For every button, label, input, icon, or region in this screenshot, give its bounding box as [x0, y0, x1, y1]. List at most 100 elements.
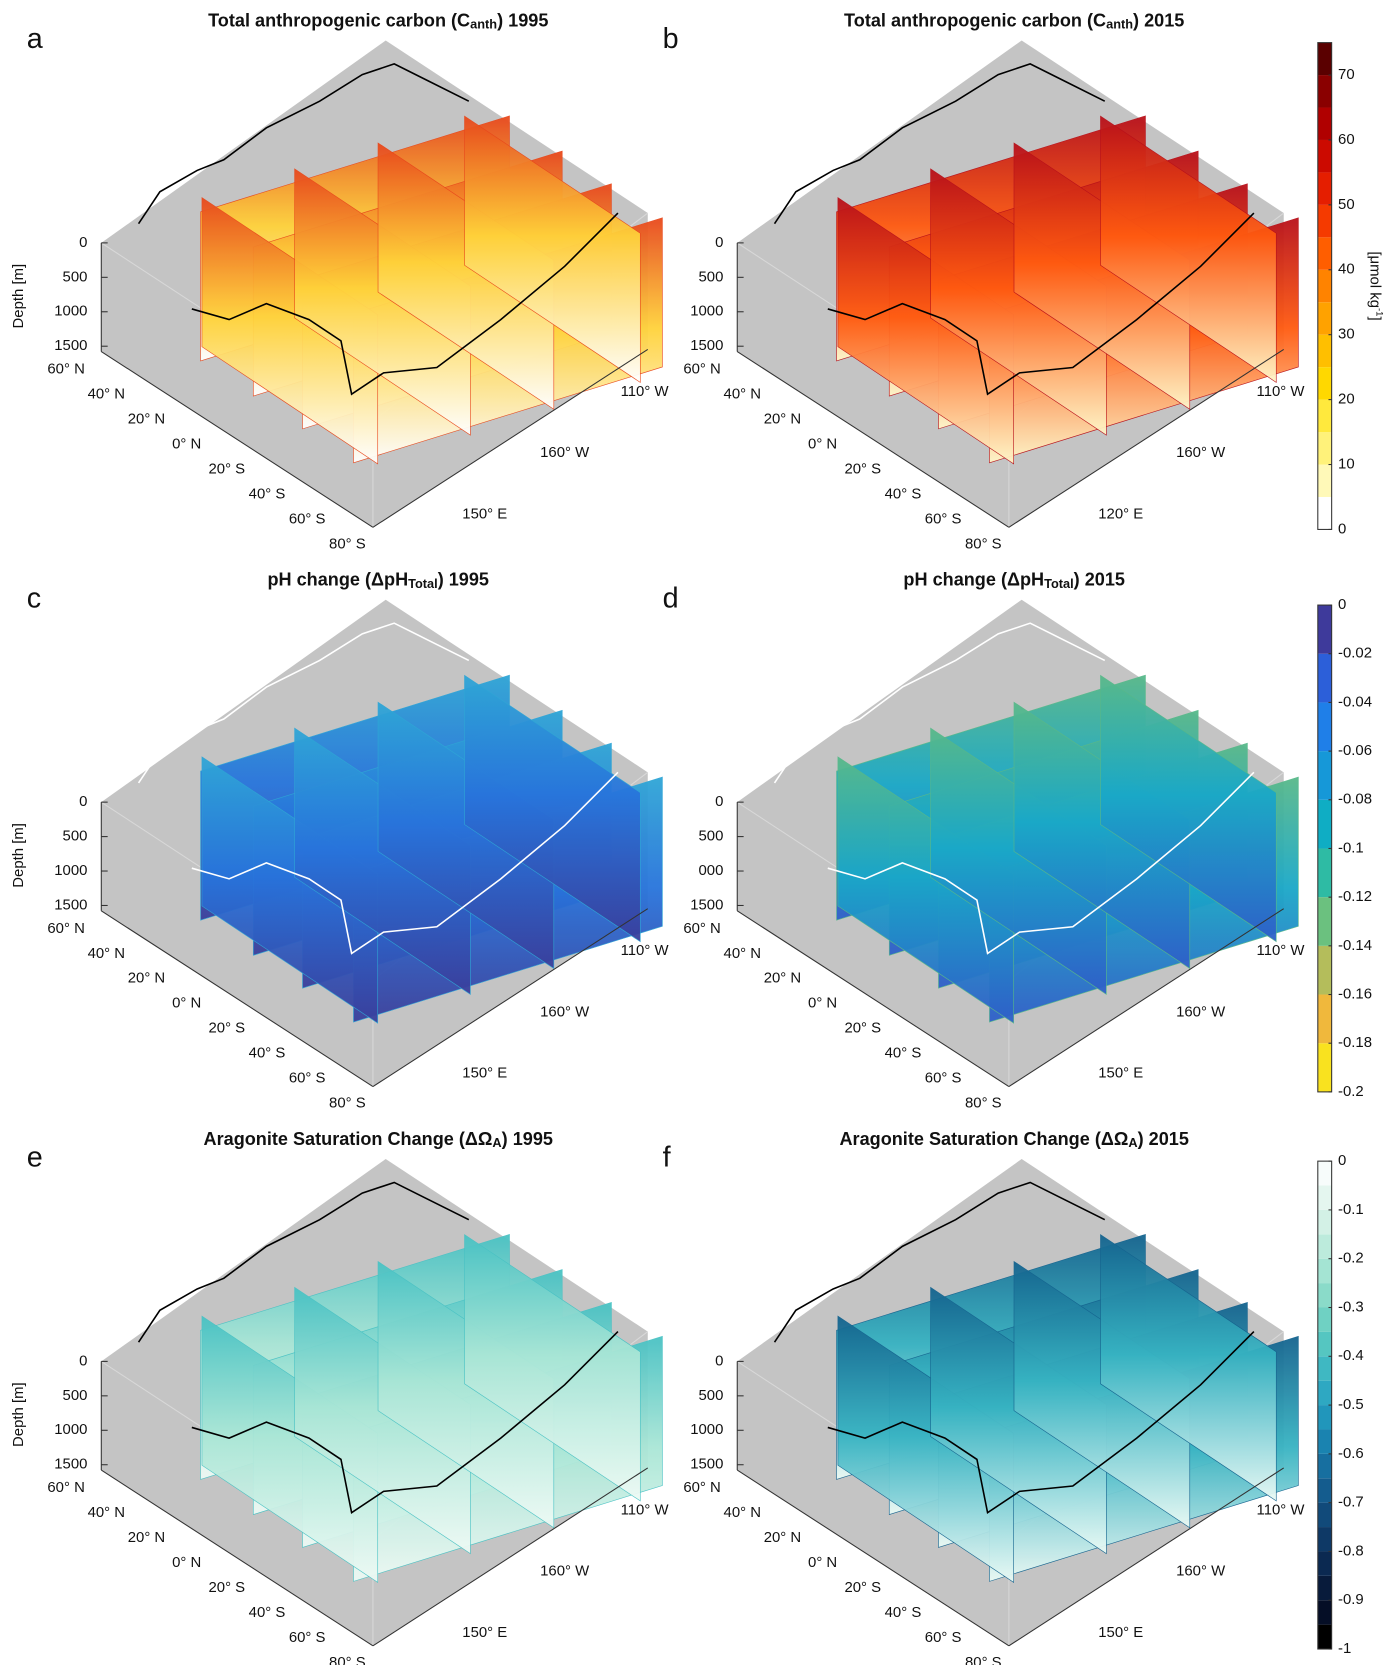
depth-tick-label: 0 — [715, 235, 723, 251]
title-text: ) 1995 — [438, 569, 489, 589]
lat-label: 40° N — [724, 1505, 761, 1521]
colorbar-band — [1317, 432, 1332, 465]
colorbar-band — [1317, 1575, 1332, 1601]
depth-tick-label: 500 — [699, 269, 724, 285]
lat-label: 20° S — [209, 1580, 246, 1596]
lon-axis — [1008, 1467, 1285, 1647]
panel-letter: a — [27, 23, 43, 55]
colorbar-band — [1317, 204, 1332, 238]
colorbar-tick-label: -0.8 — [1338, 1543, 1364, 1559]
lon-label: 150° E — [1098, 1625, 1143, 1641]
coastline — [137, 1181, 470, 1343]
title-text: Total anthropogenic carbon (C — [208, 10, 470, 30]
colorbar-band — [1317, 107, 1332, 140]
depth-tick-label: 1500 — [690, 338, 723, 354]
lon-label: 110° W — [1257, 943, 1306, 959]
colorbar-tick-label: -0.1 — [1338, 840, 1364, 856]
lat-axis — [100, 351, 374, 528]
lat-label: 20° N — [128, 1530, 165, 1546]
depth-tick-label: 500 — [699, 829, 724, 845]
lat-label: 0° N — [172, 436, 201, 452]
title-subscript: anth — [1106, 17, 1133, 32]
depth-tick-label: 000 — [699, 863, 724, 879]
lat-label: 40° N — [724, 946, 761, 962]
lon-label: 110° W — [621, 1502, 670, 1518]
colorbar-tick-label: -0.1 — [1338, 1202, 1364, 1218]
lat-label: 40° S — [885, 1605, 922, 1621]
colorbar-tick-label: -0.06 — [1338, 743, 1372, 759]
coastline — [773, 63, 1106, 225]
panel-title: pH change (ΔpHTotal) 2015 — [903, 569, 1125, 591]
colorbar-band — [1317, 1527, 1332, 1552]
lat-label: 80° S — [965, 536, 1002, 552]
section-slab — [1100, 1234, 1277, 1502]
label-text: [μmol kg — [1366, 251, 1382, 308]
colorbar-tick-label: -0.12 — [1338, 889, 1372, 905]
colorbar-band — [1317, 139, 1332, 173]
colorbar-band — [1317, 1185, 1332, 1210]
colorbar-band — [1317, 42, 1332, 76]
colorbar-band — [1317, 1380, 1332, 1406]
colorbar-tick-label: -0.4 — [1338, 1348, 1364, 1364]
lon-label: 120° E — [1098, 506, 1143, 522]
panel: a Total anthropogenic carbon (Canth) 1995… — [11, 10, 669, 552]
colorbar-tick-label: -0.18 — [1338, 1035, 1372, 1051]
colorbar-band — [1317, 1429, 1332, 1454]
lat-label: 0° N — [172, 996, 201, 1012]
colorbar-band — [1317, 799, 1332, 849]
title-subscript: Total — [1044, 576, 1074, 591]
colorbar-band — [1317, 1307, 1332, 1332]
lat-label: 0° N — [808, 436, 837, 452]
lat-axis — [736, 1469, 1010, 1647]
panel: b Total anthropogenic carbon (Canth) 2015… — [663, 10, 1306, 552]
lat-label: 60° S — [925, 1630, 962, 1646]
lat-label: 60° S — [289, 1071, 326, 1087]
panel-title: Total anthropogenic carbon (Canth) 2015 — [844, 10, 1184, 32]
panel-letter: e — [27, 1142, 43, 1174]
colorbar-tick-label: -0.2 — [1338, 1084, 1364, 1100]
lat-label: 40° S — [885, 486, 922, 502]
colorbar-band — [1317, 1551, 1332, 1576]
colorbar-band — [1317, 1624, 1332, 1650]
colorbar-frame — [1317, 42, 1333, 530]
coastline — [827, 771, 1255, 955]
panel: f Aragonite Saturation Change (ΔΩA) 2015 0… — [663, 1129, 1306, 1665]
lat-label: 60° S — [925, 511, 962, 527]
colorbar-band — [1317, 172, 1332, 205]
lon-label: 160° W — [540, 1564, 590, 1580]
lon-axis — [1008, 348, 1285, 528]
title-text: pH change (ΔpH — [267, 569, 408, 589]
lat-label: 20° N — [764, 971, 801, 987]
colorbar: 0 10 20 30 40 50 60 70 [μmol kg-1] — [1317, 42, 1385, 537]
depth-tick-label: 1000 — [54, 304, 87, 320]
depth-tick-label: 0 — [715, 794, 723, 810]
title-text: ) 2015 — [1074, 569, 1125, 589]
colorbar-band — [1317, 1043, 1332, 1092]
title-text: ) 2015 — [1138, 1129, 1189, 1149]
lat-label: 40° N — [88, 1505, 125, 1521]
title-text: Total anthropogenic carbon (C — [844, 10, 1106, 30]
lat-label: 20° S — [844, 1580, 881, 1596]
colorbar-tick-label: 10 — [1338, 456, 1355, 472]
colorbar-band — [1317, 1258, 1332, 1284]
lon-axis — [372, 908, 649, 1088]
colorbar-tick-label: 40 — [1338, 262, 1355, 278]
lon-axis — [1008, 908, 1285, 1088]
depth-tick-label: 0 — [79, 1353, 87, 1369]
colorbar: 0 -0.1 -0.2 -0.3 -0.4 -0.5 -0.6 -0.7 -0.8 -0.9 -1 — [1317, 1153, 1364, 1657]
lat-axis — [736, 910, 1010, 1088]
colorbar-band — [1317, 367, 1332, 400]
coastline — [191, 1331, 619, 1514]
colorbar-band — [1317, 1405, 1332, 1430]
panel: c pH change (ΔpHTotal) 1995 0 500 1000 1500 De… — [11, 569, 669, 1111]
lat-label: 20° S — [209, 461, 246, 477]
colorbar-band — [1317, 1356, 1332, 1381]
panel-title: Total anthropogenic carbon (Canth) 1995 — [208, 10, 548, 32]
lat-label: 40° S — [249, 486, 286, 502]
colorbar-band — [1317, 897, 1332, 946]
colorbar-band — [1317, 464, 1332, 497]
depth-tick-label: 0 — [79, 794, 87, 810]
coastline — [773, 1181, 1106, 1343]
colorbar-band — [1317, 1478, 1332, 1503]
panel: d pH change (ΔpHTotal) 2015 0 500 000 1500 60°… — [663, 569, 1306, 1111]
